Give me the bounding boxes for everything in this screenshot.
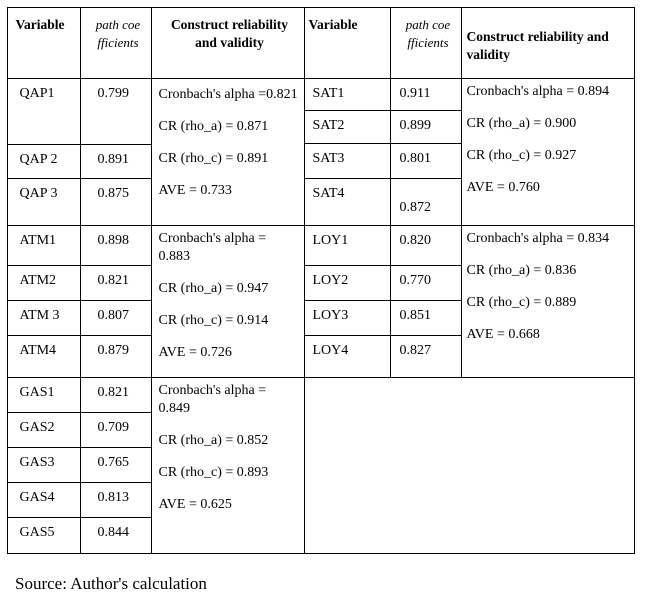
variable-cell: GAS1 (6, 376, 81, 413)
path-coefficient-cell: 0.898 (79, 224, 152, 266)
path-coefficient-cell: 0.879 (79, 334, 152, 378)
empty-cell (303, 376, 635, 554)
path-coefficient-cell: 0.851 (389, 299, 462, 336)
variable-cell: ATM1 (6, 224, 81, 266)
variable-cell: QAP 2 (6, 143, 81, 179)
variable-cell: SAT4 (303, 177, 391, 226)
construct-reliability-gas: Cronbach's alpha = 0.849 CR (rho_a) = 0.8… (150, 376, 305, 554)
variable-cell: GAS4 (6, 481, 81, 518)
header-construct: Construct reliability and validity (460, 6, 635, 79)
construct-metric: CR (rho_a) = 0.852 (158, 432, 269, 448)
path-coefficient-cell: 0.807 (79, 299, 152, 336)
path-coefficient-cell: 0.827 (389, 334, 462, 378)
path-coefficient-cell: 0.844 (79, 516, 152, 554)
construct-metric: CR (rho_c) = 0.889 (466, 294, 577, 310)
construct-metric: CR (rho_c) = 0.927 (466, 147, 577, 163)
construct-reliability-qap: Cronbach's alpha =0.821 CR (rho_a) = 0.87… (150, 77, 305, 226)
header-path-text: path coefficients (95, 16, 141, 50)
path-coefficient-cell: 0.813 (79, 481, 152, 518)
variable-cell: SAT3 (303, 142, 391, 179)
variable-cell: ATM4 (6, 334, 81, 378)
construct-reliability-atm: Cronbach's alpha = 0.883 CR (rho_a) = 0.9… (150, 224, 305, 378)
construct-metric: CR (rho_a) = 0.871 (158, 118, 269, 134)
path-coefficient-cell: 0.821 (79, 264, 152, 301)
header-path-coefficients: path coefficients (79, 6, 152, 79)
path-coefficient-cell: 0.801 (389, 142, 462, 179)
variable-cell: LOY2 (303, 264, 391, 301)
construct-metric: CR (rho_c) = 0.914 (158, 312, 269, 328)
path-coefficient-cell: 0.770 (389, 264, 462, 301)
variable-cell: SAT1 (303, 77, 391, 111)
path-coefficient-cell: 0.911 (389, 77, 462, 111)
path-coefficient-cell: 0.875 (79, 177, 152, 226)
variable-cell: LOY4 (303, 334, 391, 378)
construct-reliability-sat: Cronbach's alpha = 0.894 CR (rho_a) = 0.9… (460, 77, 635, 226)
construct-metric: AVE = 0.760 (466, 179, 540, 195)
results-table: Variable path coefficients Construct relia… (6, 6, 635, 554)
header-path-coefficients: path coefficients (389, 6, 462, 79)
path-coefficient-cell: 0.709 (79, 411, 152, 448)
construct-reliability-loy: Cronbach's alpha = 0.834 CR (rho_a) = 0.8… (460, 224, 635, 378)
variable-cell: GAS3 (6, 446, 81, 483)
path-coefficient-cell: 0.899 (389, 109, 462, 144)
path-coefficient-cell: 0.891 (79, 143, 152, 179)
construct-metric: AVE = 0.625 (158, 496, 232, 512)
construct-metric: AVE = 0.726 (158, 344, 232, 360)
variable-cell: ATM 3 (6, 299, 81, 336)
source-note: Source: Author's calculation (15, 574, 207, 593)
path-coefficient-cell: 0.821 (79, 376, 152, 413)
header-variable: Variable (303, 6, 391, 79)
construct-metric: Cronbach's alpha = 0.894 (466, 83, 610, 99)
variable-cell: QAP1 (6, 77, 81, 145)
construct-metric: CR (rho_c) = 0.893 (158, 464, 269, 480)
variable-cell: GAS5 (6, 516, 81, 554)
path-coefficient-cell: 0.765 (79, 446, 152, 483)
construct-metric: Cronbach's alpha =0.821 (158, 86, 298, 102)
path-coefficient-cell: 0.820 (389, 224, 462, 266)
construct-metric: Cronbach's alpha = 0.849 (158, 382, 267, 416)
construct-metric: CR (rho_a) = 0.947 (158, 280, 269, 296)
construct-metric: CR (rho_a) = 0.900 (466, 115, 577, 131)
construct-metric: Cronbach's alpha = 0.834 (466, 230, 610, 246)
header-path-text: path coefficients (405, 16, 451, 50)
variable-cell: SAT2 (303, 109, 391, 144)
path-coefficient-cell: 0.799 (79, 77, 152, 145)
path-coefficient-cell: 0.872 (389, 177, 462, 226)
construct-metric: CR (rho_a) = 0.836 (466, 262, 577, 278)
header-variable: Variable (6, 6, 81, 79)
construct-metric: AVE = 0.733 (158, 182, 232, 198)
variable-cell: ATM2 (6, 264, 81, 301)
variable-cell: LOY1 (303, 224, 391, 266)
variable-cell: QAP 3 (6, 177, 81, 226)
construct-metric: Cronbach's alpha = 0.883 (158, 230, 267, 264)
header-construct: Construct reliability and validity (150, 6, 305, 79)
variable-cell: LOY3 (303, 299, 391, 336)
variable-cell: GAS2 (6, 411, 81, 448)
construct-metric: AVE = 0.668 (466, 326, 540, 342)
construct-metric: CR (rho_c) = 0.891 (158, 150, 269, 166)
